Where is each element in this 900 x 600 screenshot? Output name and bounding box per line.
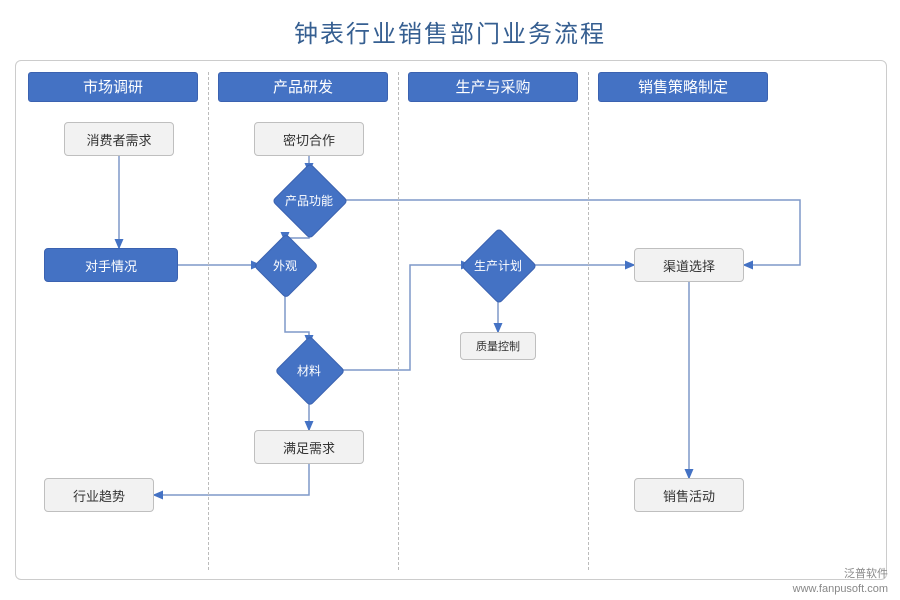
decision-production-plan: 生产计划 (472, 239, 524, 291)
decision-material: 材料 (285, 346, 333, 394)
decision-appearance: 外观 (263, 243, 307, 287)
lane-header: 产品研发 (218, 72, 388, 102)
node-sales-activity: 销售活动 (634, 478, 744, 512)
node-consumer-demand: 消费者需求 (64, 122, 174, 156)
lane-separator (398, 72, 399, 570)
node-channel-select: 渠道选择 (634, 248, 744, 282)
node-close-coop: 密切合作 (254, 122, 364, 156)
node-meet-demand: 满足需求 (254, 430, 364, 464)
flowchart-canvas: 钟表行业销售部门业务流程 市场调研产品研发生产与采购销售策略制定 消费者需求行业… (0, 0, 900, 600)
lane-header: 生产与采购 (408, 72, 578, 102)
node-quality-control: 质量控制 (460, 332, 536, 360)
watermark-brand: 泛普软件 (793, 567, 888, 581)
decision-product-function: 产品功能 (283, 174, 335, 226)
lane-header: 销售策略制定 (598, 72, 768, 102)
lane-separator (588, 72, 589, 570)
node-competitor: 对手情况 (44, 248, 178, 282)
lane-header: 市场调研 (28, 72, 198, 102)
lane-separator (208, 72, 209, 570)
watermark-url: www.fanpusoft.com (793, 582, 888, 596)
node-industry-trend: 行业趋势 (44, 478, 154, 512)
watermark: 泛普软件 www.fanpusoft.com (793, 567, 888, 596)
